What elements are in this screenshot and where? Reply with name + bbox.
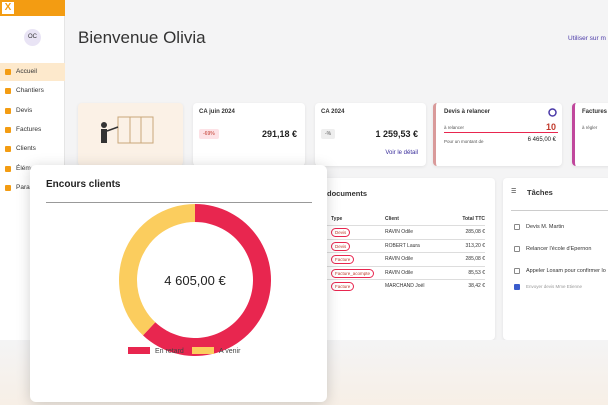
client: RAVIN Odile [385, 229, 413, 235]
amount: 6 465,00 € [527, 137, 556, 143]
documents-card: documents Type Client Total TTC Devis RAVIN … [315, 178, 495, 340]
illustration [78, 103, 183, 166]
legend-swatch [192, 347, 214, 354]
total: 285,08 € [465, 256, 485, 262]
illustration-art [101, 116, 154, 144]
kpi-card: CA 2024 -% 1 259,53 € Voir le détail [315, 103, 426, 166]
kpi-title: Factures [582, 109, 608, 115]
logo-bar [0, 0, 65, 16]
menu-item[interactable]: Accueil [0, 63, 65, 81]
row-line [325, 265, 485, 267]
menu-item[interactable]: Chantiers [0, 82, 65, 100]
kpi-count: 10 [545, 122, 556, 132]
donut-chart: 4 605,00 € En retard A venir [119, 204, 271, 356]
menu-item[interactable]: Éléments [0, 160, 65, 178]
tasks-title: Tâches [527, 188, 553, 197]
menu-item[interactable]: Clients [0, 140, 65, 158]
amount-label: Pour un montant de [444, 139, 484, 144]
kpi-label: à relancer [444, 125, 465, 130]
type-pill: Devis [331, 228, 351, 237]
kpi-card: Factures à régler [572, 103, 608, 166]
task-label: Envoyer devis Mme Etienne [526, 284, 583, 289]
documents-title: documents [327, 189, 368, 198]
kpi-badge: -% [321, 129, 336, 139]
client: RAVIN Odile [385, 269, 413, 276]
table-header: Client [385, 216, 399, 222]
divider [444, 132, 558, 133]
menu-item[interactable]: Devis [0, 102, 65, 120]
total: 38,42 € [468, 283, 485, 289]
menu-item[interactable]: Factures [0, 121, 65, 139]
tasks-card: ☰ Tâches Devis M. Martin Relancer l'école… [503, 178, 608, 340]
logo: X [2, 2, 14, 14]
type-pill: Facture [331, 282, 355, 291]
task-checkbox[interactable] [514, 268, 520, 274]
avatar[interactable]: OC [24, 29, 41, 46]
type-pill: Facture [331, 255, 355, 264]
encours-popup: Encours clients 4 605,00 € En retard A ven… [30, 165, 327, 402]
row-line [325, 238, 485, 240]
kpi-title: Devis à relancer [444, 109, 491, 115]
donut-segment [142, 204, 271, 356]
kpi-badge: -69% [199, 129, 219, 139]
legend-swatch [128, 347, 150, 354]
total: 85,53 € [468, 269, 485, 276]
mobile-link[interactable]: Utiliser sur m [568, 35, 606, 42]
total: 285,08 € [465, 229, 485, 235]
total: 313,20 € [465, 242, 485, 249]
client: ROBERT Laura [385, 242, 420, 249]
popup-title: Encours clients [46, 179, 121, 190]
row-line [325, 225, 485, 226]
kpi-value: 291,18 € [261, 129, 297, 139]
legend-label: En retard [155, 348, 184, 355]
kpi-label: à régler [582, 125, 598, 130]
row-line [325, 279, 485, 280]
task-checkbox[interactable] [514, 284, 520, 290]
row-line [325, 252, 485, 253]
type-pill: Facture_acompte [331, 268, 375, 278]
table-header: Type [331, 216, 343, 222]
kpi-title: CA juin 2024 [199, 109, 235, 115]
task-label: Devis M. Martin [526, 224, 565, 230]
table-header: Total TTC [462, 216, 485, 222]
kpi-title: CA 2024 [321, 109, 345, 115]
donut-segment [119, 204, 195, 336]
kpi-card: CA juin 2024 -69% 291,18 € [193, 103, 305, 166]
page-title: Bienvenue Olivia [78, 28, 206, 47]
divider [46, 202, 312, 203]
task-checkbox[interactable] [514, 224, 520, 230]
client: RAVIN Odile [385, 256, 413, 262]
kpi-value: 1 259,53 € [375, 129, 418, 139]
detail-link[interactable]: Voir le détail [385, 150, 418, 156]
divider [511, 210, 608, 211]
settings-icon[interactable] [548, 108, 557, 117]
donut-total: 4 605,00 € [164, 273, 226, 288]
legend-label: A venir [219, 348, 241, 355]
task-label: Relancer l'école d'Epernon [526, 246, 592, 252]
client: MARCHAND Joël [385, 283, 425, 289]
type-pill: Devis [331, 241, 351, 251]
task-label: Appeler Loxam pour confirmer lo [526, 268, 606, 274]
kpi-card: Devis à relancer à relancer 10 Pour un m… [433, 103, 562, 166]
task-checkbox[interactable] [514, 246, 520, 252]
